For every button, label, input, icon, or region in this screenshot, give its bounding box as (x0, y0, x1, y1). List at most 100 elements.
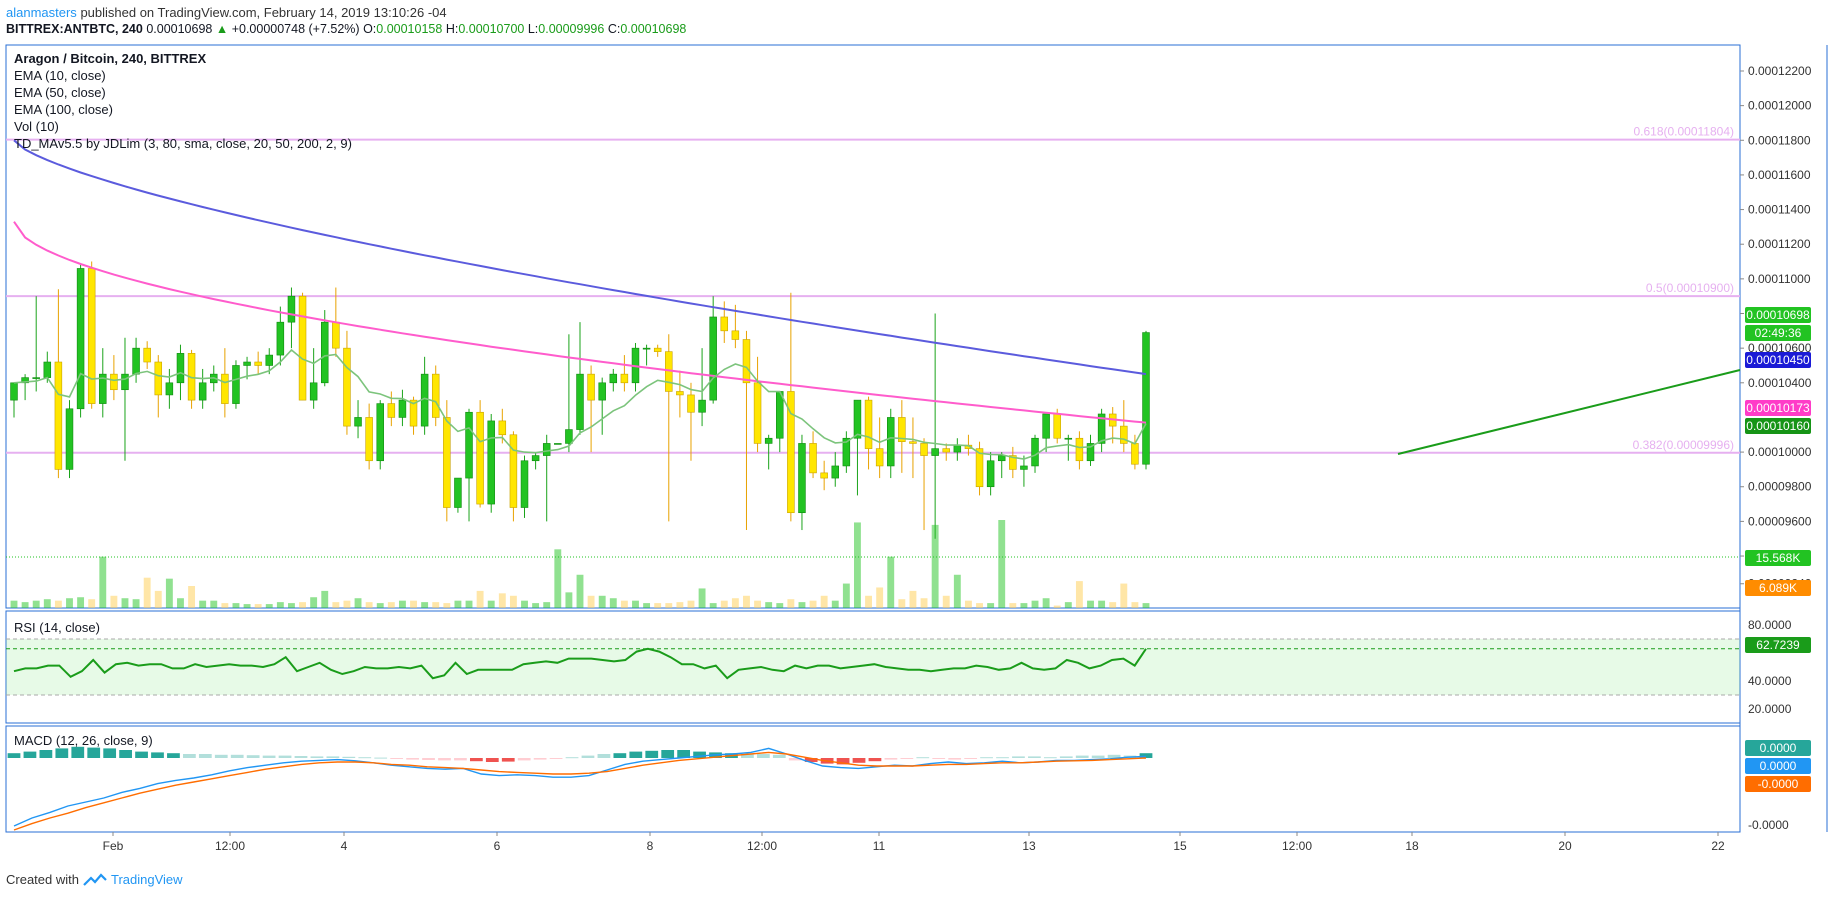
legend-ema10[interactable]: EMA (10, close) (14, 68, 106, 83)
candle-body (598, 382, 606, 401)
volume-bar (565, 592, 573, 608)
rsi-pane-label[interactable]: RSI (14, close) (14, 620, 100, 635)
candle-body (254, 361, 262, 366)
volume-bar (1131, 602, 1139, 608)
candle-body (565, 429, 573, 444)
volume-bar (10, 600, 18, 608)
volume-bar (332, 602, 340, 608)
volume-bar (177, 598, 184, 608)
legend-volume[interactable]: Vol (10) (14, 119, 59, 134)
volume-bar (887, 556, 895, 608)
macd-hist-bar (183, 754, 196, 758)
candle-body (820, 472, 828, 479)
macd-hist-bar (374, 757, 388, 759)
volume-bar (343, 600, 351, 608)
candle-body (10, 382, 18, 401)
time-tick-label: 13 (1022, 839, 1036, 853)
macd-hist-bar (788, 758, 802, 761)
volume-bar (865, 595, 872, 608)
volume-bar (1064, 602, 1072, 608)
legend-ema50[interactable]: EMA (50, close) (14, 85, 106, 100)
time-tick-label: 22 (1711, 839, 1725, 853)
macd-hist-bar (7, 753, 21, 758)
macd-pane-label[interactable]: MACD (12, 26, close, 9) (14, 733, 153, 748)
candle-body (975, 448, 984, 488)
rsi-tick-label: 80.0000 (1748, 618, 1792, 632)
volume-bar (632, 600, 639, 608)
macd-signal-line (13, 751, 1147, 831)
volume-bar (754, 600, 762, 608)
volume-bar (676, 602, 684, 608)
macd-hist-bar (501, 758, 515, 762)
volume-bar (487, 600, 495, 608)
ohlc-close: 0.00010698 (620, 22, 687, 36)
candle-body (1009, 455, 1017, 470)
volume-bar (776, 603, 784, 608)
volume-bar (820, 595, 828, 608)
volume-bar (743, 595, 750, 608)
volume-bar (598, 595, 606, 608)
macd-hist-bar (1028, 756, 1041, 758)
ohlc-close-label: C: (607, 22, 621, 36)
price-tick-label: 0.00010600 (1748, 341, 1812, 355)
candle-body (997, 455, 1006, 462)
candle-body (454, 477, 462, 508)
main-pane-legend: Aragon / Bitcoin, 240, BITTREX EMA (10, … (14, 50, 352, 152)
macd-hist-group (7, 746, 1153, 765)
volume-bar (154, 590, 162, 608)
macd-hist-bar (358, 757, 372, 759)
ema10-line (13, 348, 1147, 460)
author-link[interactable]: alanmasters (6, 5, 77, 20)
time-tick-label: 8 (647, 839, 654, 853)
candle-body (831, 465, 839, 479)
macd-hist-bar (1059, 756, 1073, 758)
time-tick-label: 18 (1405, 839, 1419, 853)
candle-body (909, 441, 917, 444)
candles-group (10, 261, 1150, 539)
macd-hist-bar (310, 756, 324, 758)
volume-bar (976, 603, 983, 608)
volume-bar (1098, 600, 1106, 608)
candle-body (443, 417, 451, 508)
volume-bar (121, 598, 129, 608)
volume-bar (898, 599, 906, 608)
macd-hist-bar (884, 758, 898, 760)
volume-bar (1120, 583, 1128, 608)
candle-body (1042, 413, 1050, 439)
candle-body (1131, 443, 1139, 465)
volume-bar (765, 602, 773, 608)
candle-body (32, 377, 40, 379)
ohlc-high-label: H: (445, 22, 459, 36)
volume-bar (709, 603, 717, 608)
candle-body (121, 373, 129, 391)
price-tick-label: 0.00009600 (1748, 514, 1812, 528)
candle-body (76, 268, 85, 410)
macd-hist-bar (804, 758, 818, 762)
volume-bar (21, 602, 29, 608)
tradingview-link[interactable]: TradingView (110, 872, 183, 887)
candle-body (742, 339, 751, 384)
volume-bar (43, 599, 51, 608)
price-tick-label: 0.00011200 (1748, 237, 1811, 251)
volume-bar (77, 597, 85, 608)
publish-info: published on TradingView.com, February 1… (80, 5, 447, 20)
macd-hist-bar (230, 754, 244, 758)
volume-bar (54, 600, 62, 608)
legend-td-indicator[interactable]: TD_MAv5.5 by JDLim (3, 80, sma, close, 2… (14, 136, 352, 151)
price-tick-label: 0.00012000 (1748, 99, 1812, 113)
ema100-badge: 0.00010450 (1745, 352, 1811, 368)
price-tick-label: 0.00010400 (1748, 376, 1812, 390)
volume-bar (88, 599, 96, 608)
volume-bar (654, 603, 662, 608)
legend-ema100[interactable]: EMA (100, close) (14, 102, 113, 117)
price-change: +0.00000748 (+7.52%) (231, 22, 360, 36)
macd-hist-bar (677, 750, 691, 758)
candle-body (409, 399, 418, 427)
volume-bar (476, 590, 484, 608)
volume-bar (32, 600, 40, 608)
macd-hist-bar (1091, 755, 1105, 758)
macd-hist-bar (1043, 757, 1057, 759)
candle-body (842, 437, 851, 467)
macd-hist-bar (581, 755, 595, 758)
